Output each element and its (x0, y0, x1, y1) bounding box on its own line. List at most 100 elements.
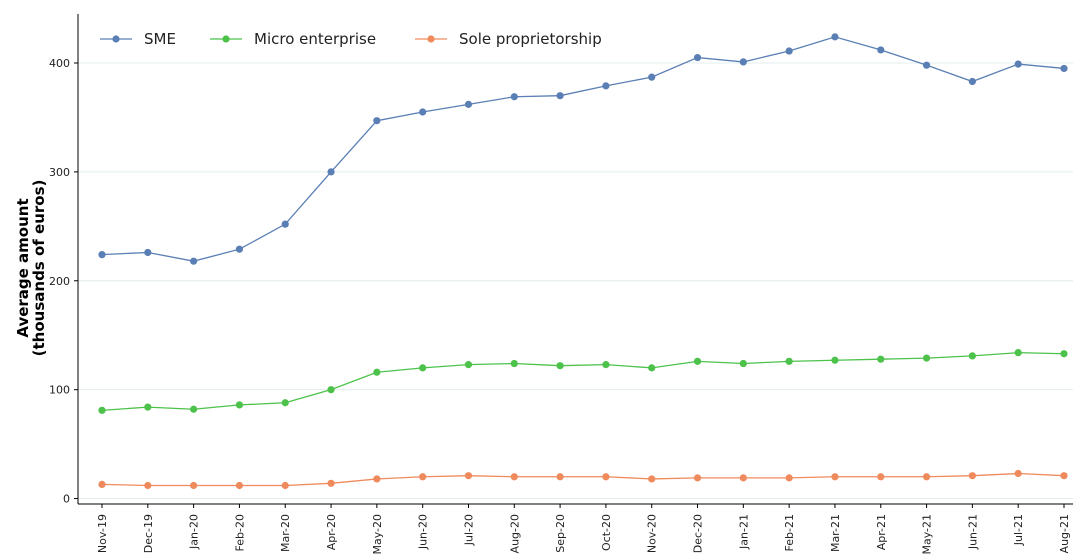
data-point-micro-enterprise (968, 352, 976, 360)
series-line-sole-proprietorship (101, 472, 1065, 487)
data-point-micro-enterprise (144, 403, 152, 411)
data-point-sole-proprietorship (464, 472, 473, 480)
data-point-micro-enterprise (693, 357, 702, 365)
data-point-sme (1060, 64, 1068, 73)
data-point-sme (327, 168, 335, 176)
x-tick-label: Feb-21 (783, 514, 796, 551)
data-point-sme (419, 108, 427, 116)
data-point-sole-proprietorship (98, 480, 106, 488)
x-tick-label: May-21 (921, 514, 934, 555)
data-point-micro-enterprise (510, 359, 518, 368)
data-point-sme (1014, 60, 1022, 68)
data-point-sole-proprietorship (373, 475, 381, 483)
legend-marker-sme (112, 35, 120, 43)
data-point-sole-proprietorship (1014, 469, 1022, 478)
x-tick-label: Jun-20 (417, 514, 430, 550)
data-point-sme (602, 82, 610, 90)
data-point-sole-proprietorship (556, 473, 564, 481)
data-point-micro-enterprise (464, 361, 473, 369)
data-point-sme (373, 117, 381, 125)
data-point-sole-proprietorship (1060, 472, 1068, 480)
legend-marker-micro-enterprise (222, 35, 230, 43)
x-tick-label: Mar-21 (829, 514, 842, 552)
data-point-sme (785, 47, 793, 55)
data-point-micro-enterprise (785, 357, 793, 365)
x-tick-label: Sep-20 (554, 514, 567, 553)
data-point-sme (190, 257, 198, 265)
data-point-micro-enterprise (922, 354, 931, 362)
data-point-sole-proprietorship (739, 474, 747, 482)
data-point-micro-enterprise (831, 356, 839, 364)
data-point-sme (556, 92, 564, 100)
data-point-micro-enterprise (419, 364, 427, 372)
x-tick-label: Oct-20 (600, 514, 613, 551)
data-point-sme (693, 53, 702, 62)
x-tick-label: Aug-20 (508, 514, 521, 553)
legend-marker-sole-proprietorship (427, 35, 435, 43)
x-tick-label: Apr-20 (325, 514, 338, 550)
data-point-sme (831, 33, 839, 41)
data-point-sme (922, 61, 931, 69)
y-axis-title-line2: (thousands of euros) (30, 180, 48, 357)
data-point-micro-enterprise (556, 362, 564, 370)
y-tick-label: 300 (49, 166, 70, 179)
y-axis-title: Average amount (thousands of euros) (14, 180, 48, 357)
data-point-sme (464, 100, 473, 108)
data-point-sole-proprietorship (190, 481, 198, 490)
data-point-sme (235, 245, 244, 253)
x-tick-label: May-20 (371, 514, 384, 555)
data-point-sole-proprietorship (235, 481, 244, 490)
data-point-sme (98, 251, 106, 259)
data-point-sole-proprietorship (327, 479, 335, 487)
legend-label-micro-enterprise: Micro enterprise (254, 30, 376, 48)
data-point-sole-proprietorship (831, 473, 839, 481)
data-point-sole-proprietorship (693, 474, 702, 482)
data-point-sole-proprietorship (648, 475, 656, 483)
data-point-sole-proprietorship (144, 481, 152, 490)
data-point-sole-proprietorship (419, 473, 427, 481)
data-point-sole-proprietorship (281, 481, 289, 490)
data-point-micro-enterprise (281, 399, 289, 407)
series-line-sme (101, 36, 1065, 262)
x-tick-label: Nov-19 (96, 514, 109, 553)
data-point-micro-enterprise (235, 401, 244, 409)
series-group (98, 33, 1068, 490)
legend-label-sole-proprietorship: Sole proprietorship (459, 30, 602, 48)
x-tick-label: Apr-21 (875, 514, 888, 550)
data-point-micro-enterprise (602, 361, 610, 369)
data-point-micro-enterprise (1014, 349, 1022, 357)
x-tick-label: Jul-21 (1012, 514, 1025, 546)
data-point-sme (648, 73, 656, 81)
series-line-micro-enterprise (101, 351, 1065, 412)
data-point-micro-enterprise (648, 364, 656, 372)
tick-labels: 0 100 200 300 400 Nov-19 Dec-19 Jan-20 Feb-20 Mar… (49, 57, 1071, 555)
x-tick-label: Dec-19 (142, 514, 155, 553)
legend: SME Micro enterprise Sole proprietorship (100, 30, 602, 48)
data-point-micro-enterprise (1060, 350, 1068, 358)
x-tick-label: Mar-20 (279, 514, 292, 552)
data-point-micro-enterprise (373, 368, 381, 376)
x-tick-label: Nov-20 (646, 514, 659, 553)
data-point-sme (510, 93, 518, 101)
legend-label-sme: SME (144, 30, 176, 48)
data-point-sme (144, 248, 152, 257)
x-tick-label: Aug-21 (1058, 514, 1071, 553)
data-point-sole-proprietorship (510, 473, 518, 481)
x-tick-label: Jun-21 (966, 514, 979, 550)
y-tick-label: 100 (49, 384, 70, 397)
data-point-micro-enterprise (739, 359, 747, 368)
data-point-sme (877, 46, 885, 54)
axes (74, 14, 1073, 508)
data-point-sole-proprietorship (922, 473, 931, 481)
data-point-sme (968, 77, 976, 86)
data-point-sole-proprietorship (785, 474, 793, 482)
y-tick-label: 200 (49, 275, 70, 288)
data-point-micro-enterprise (190, 405, 198, 413)
data-point-sole-proprietorship (602, 473, 610, 481)
x-tick-label: Jul-20 (462, 514, 475, 546)
data-point-sme (739, 58, 747, 66)
data-point-sole-proprietorship (877, 473, 885, 481)
data-point-micro-enterprise (877, 355, 885, 363)
x-tick-label: Feb-20 (233, 514, 246, 551)
